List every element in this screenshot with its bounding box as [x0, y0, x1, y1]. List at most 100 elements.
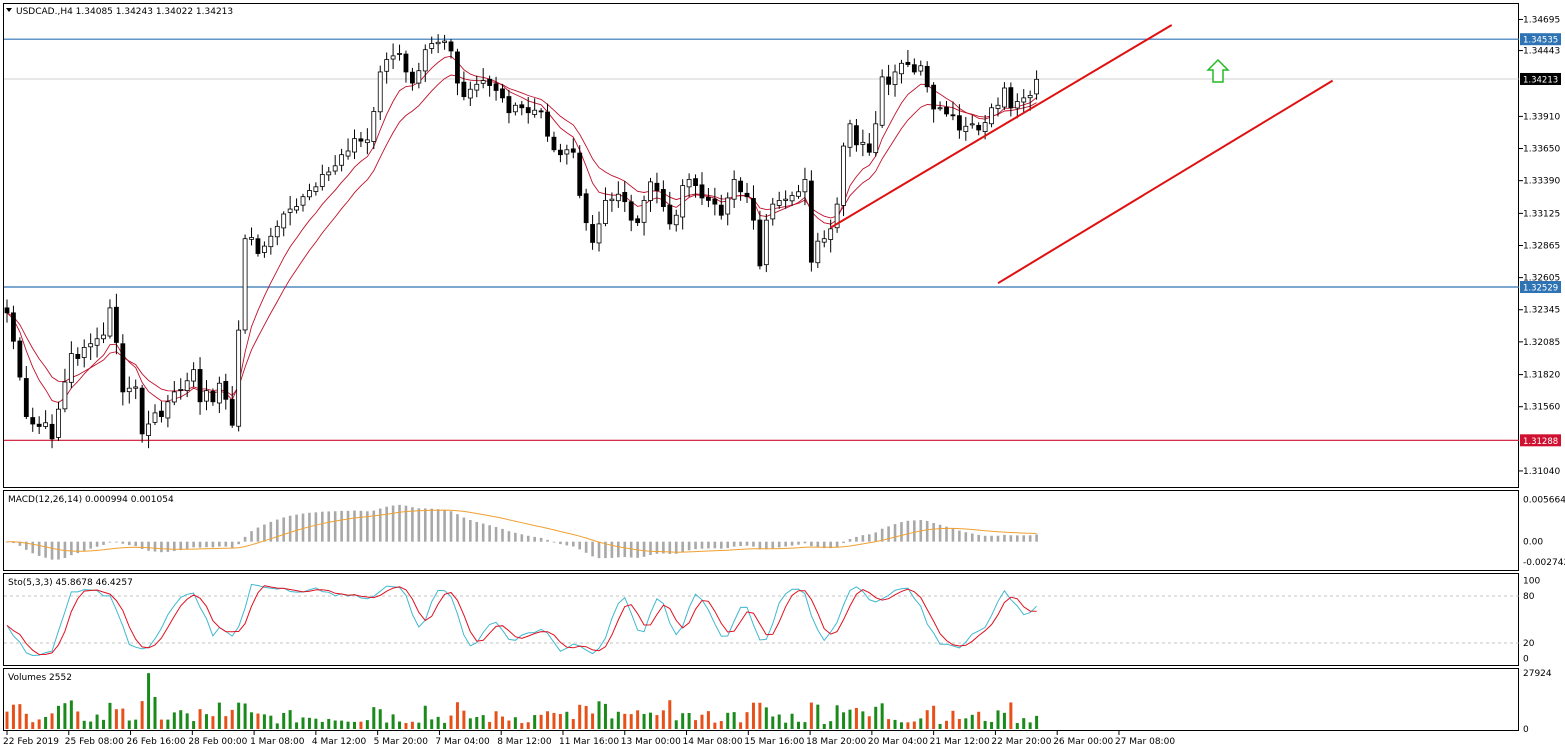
volume-bar: [558, 714, 562, 729]
candle-body: [937, 107, 943, 110]
macd-bar: [404, 505, 408, 542]
candle-body: [783, 198, 789, 201]
volume-bar: [18, 704, 22, 729]
volume-bar: [114, 709, 118, 729]
candle-body: [892, 71, 898, 86]
volume-bar: [134, 719, 138, 729]
macd-bar: [1028, 535, 1032, 542]
macd-bar: [945, 526, 948, 542]
candle-body: [718, 204, 724, 216]
candle-body: [204, 390, 209, 402]
macd-bar: [140, 541, 144, 550]
volume-bar: [417, 722, 421, 729]
candle-body: [905, 61, 911, 65]
volume-bar: [655, 715, 659, 729]
macd-bar: [829, 541, 832, 549]
volume-bar: [668, 700, 672, 729]
candle-body: [532, 109, 538, 115]
volume-bar: [970, 714, 974, 729]
candle-body: [731, 179, 737, 200]
volume-bar: [63, 703, 67, 729]
macd-bar: [166, 541, 170, 552]
volume-bar: [893, 719, 897, 729]
macd-bar: [134, 541, 137, 547]
volume-bar: [172, 712, 176, 729]
macd-bar: [777, 541, 781, 548]
macd-bar: [44, 541, 47, 558]
macd-bar: [475, 521, 479, 542]
candle-body: [1008, 87, 1014, 109]
candle-body: [416, 70, 422, 84]
macd-bar: [501, 528, 504, 542]
candle-body: [216, 382, 222, 404]
symbol-dropdown-icon[interactable]: [6, 8, 12, 12]
candle-body: [487, 78, 493, 86]
time-tick-label: 25 Feb 08:00: [65, 737, 124, 747]
macd-bar: [681, 541, 684, 553]
macd-bar: [687, 541, 691, 551]
volume-bar: [269, 715, 273, 729]
price-tick-label: 1.33390: [1523, 177, 1560, 187]
volume-bar: [500, 716, 504, 729]
candle-body: [989, 107, 994, 125]
candle-body: [860, 141, 866, 145]
candle-body: [776, 200, 782, 206]
macd-bar: [359, 510, 363, 542]
candle-body: [397, 53, 402, 55]
volume-bar: [121, 708, 125, 729]
volume-bar: [153, 697, 157, 729]
macd-pane[interactable]: [3, 490, 1519, 571]
volume-bar: [50, 713, 54, 729]
candle-body: [152, 412, 158, 423]
volume-bar: [288, 710, 292, 729]
candle-body: [738, 180, 743, 193]
volume-bar: [346, 721, 350, 729]
price-tick-label: 1.32085: [1523, 338, 1560, 348]
volume-bar: [237, 702, 241, 729]
volume-bar: [1022, 718, 1026, 729]
time-tick-label: 7 Mar 04:00: [435, 737, 490, 747]
candle-body: [480, 80, 486, 84]
trend-channel: [830, 24, 1334, 285]
time-tick-label: 27 Mar 08:00: [1115, 737, 1175, 747]
stochastic-label: Sto(5,3,3) 45.8678 46.4257: [8, 578, 133, 588]
volume-bar: [777, 714, 781, 729]
volume-bar: [1028, 722, 1032, 729]
moving-average-line: [6, 55, 1037, 403]
candle-body: [706, 196, 711, 201]
macd-bar: [102, 541, 105, 545]
volume-bar: [494, 711, 498, 729]
macd-bar: [89, 541, 92, 549]
volume-bar: [661, 710, 665, 729]
candle-body: [950, 114, 956, 117]
candle-body: [81, 347, 87, 358]
candle-body: [461, 81, 467, 98]
macd-tick-label: 0.005664: [1523, 495, 1565, 505]
volume-bar: [842, 712, 846, 729]
time-tick-label: 11 Mar 16:00: [559, 737, 619, 747]
candle-body: [519, 104, 525, 109]
macd-bar: [977, 534, 980, 542]
stochastic-tick-label: 100: [1523, 576, 1540, 586]
candle-body: [159, 410, 164, 417]
volume-bar: [410, 721, 414, 729]
volume-bar: [327, 718, 331, 729]
volume-bar: [398, 721, 402, 729]
macd-bar: [913, 520, 916, 542]
stochastic-pane[interactable]: [3, 573, 1519, 666]
volume-bar: [56, 705, 60, 729]
candle-body: [789, 195, 795, 202]
time-tick-label: 4 Mar 12:00: [312, 737, 367, 747]
level-tag-label: 1.32529: [1523, 284, 1558, 294]
volume-bar: [732, 712, 736, 729]
candle-body: [429, 43, 435, 49]
macd-bar: [398, 504, 401, 542]
macd-bar: [57, 541, 60, 560]
stochastic-tick-label: 80: [1523, 592, 1535, 602]
candle-body: [49, 423, 55, 440]
volume-bar: [372, 707, 376, 729]
candle-body: [551, 136, 557, 151]
macd-bar: [810, 541, 813, 547]
volumes-label: Volumes 2552: [8, 673, 72, 683]
